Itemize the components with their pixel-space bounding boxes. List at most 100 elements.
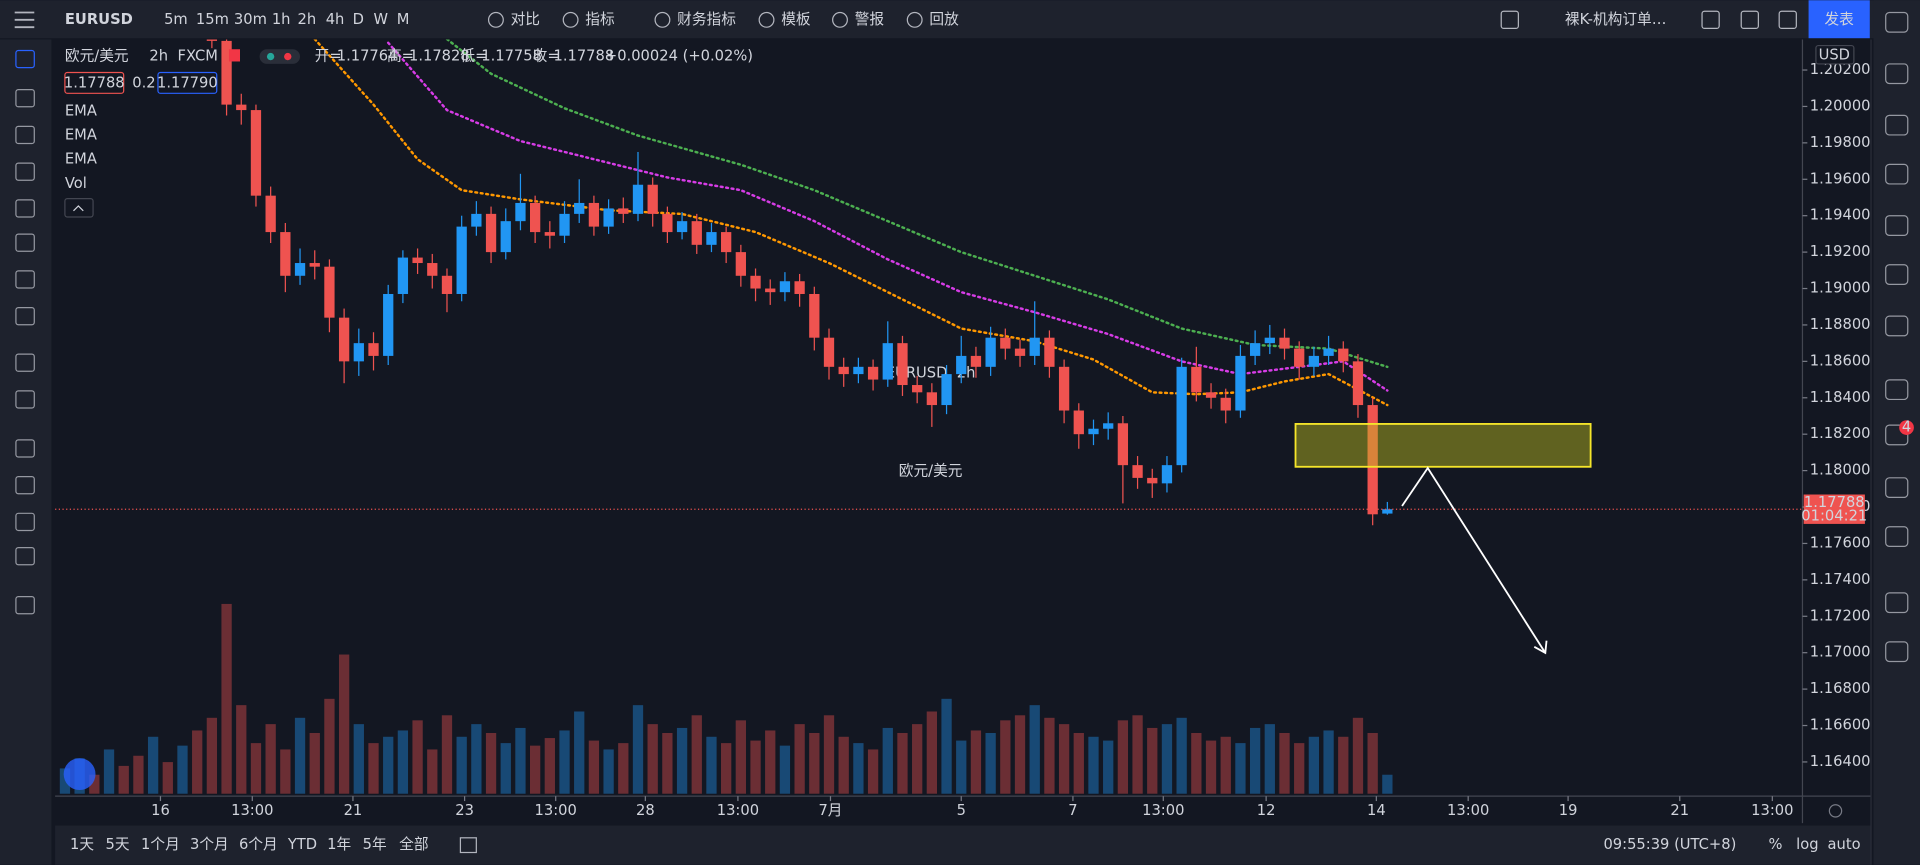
toolbar-button[interactable]: 模板: [781, 10, 811, 28]
sidebar-icon[interactable]: [1885, 424, 1909, 446]
sidebar-icon[interactable]: [1885, 641, 1909, 663]
sidebar-icon[interactable]: [1885, 163, 1909, 185]
legend-close-label: 收=: [533, 48, 560, 65]
range-button[interactable]: 1个月: [141, 836, 180, 853]
scale-option[interactable]: log: [1796, 836, 1818, 853]
tool-icon[interactable]: [15, 125, 35, 145]
tool-icon[interactable]: [15, 270, 35, 289]
range-button[interactable]: 6个月: [239, 836, 278, 853]
toolbar-button[interactable]: 指标: [585, 11, 615, 28]
range-button[interactable]: 1年: [327, 836, 351, 853]
tool-icon[interactable]: [15, 306, 35, 326]
indicator-name[interactable]: Vol: [65, 175, 87, 192]
toolbar-button[interactable]: 财务指标: [677, 11, 736, 28]
zone-rectangle[interactable]: [1294, 423, 1592, 468]
candle-body: [309, 263, 320, 267]
volume-bar: [1058, 724, 1070, 794]
sidebar-icon[interactable]: [1885, 379, 1909, 401]
layout-name[interactable]: 裸K-机构订单…: [1565, 11, 1667, 28]
publish-label[interactable]: 发表: [1824, 11, 1854, 28]
collapse-button[interactable]: [64, 198, 94, 218]
candle-body: [1235, 355, 1246, 411]
currency[interactable]: USD: [1819, 46, 1850, 63]
volume-bar: [412, 720, 423, 794]
volume-bar: [750, 740, 761, 794]
indicator-name[interactable]: EMA: [65, 150, 97, 167]
indicator-name[interactable]: EMA: [65, 103, 97, 120]
interval-button[interactable]: 4h: [326, 11, 345, 28]
candle-body: [1044, 337, 1055, 367]
interval-button[interactable]: 5m: [164, 11, 188, 28]
volume-bar: [676, 727, 688, 794]
toolbar-icon-rect[interactable]: [1500, 10, 1519, 30]
toolbar-icon-cam[interactable]: [1778, 10, 1797, 30]
sidebar-icon[interactable]: [1885, 477, 1909, 499]
range-button[interactable]: 1天: [70, 836, 94, 853]
x-tick-label: 13:00: [1142, 802, 1184, 819]
indicator-name[interactable]: EMA: [65, 127, 97, 144]
interval-button[interactable]: 30m: [234, 11, 267, 28]
toolbar-icon-gear[interactable]: [1701, 10, 1720, 30]
currency-box[interactable]: [1815, 44, 1855, 65]
sidebar-icon[interactable]: [1885, 315, 1909, 337]
sidebar-icon[interactable]: [1885, 114, 1909, 136]
volume-bar: [397, 730, 409, 794]
toolbar-button[interactable]: 对比: [511, 11, 540, 28]
sidebar-icon[interactable]: [1885, 63, 1909, 85]
date-range-icon[interactable]: [459, 837, 477, 854]
volume-bar: [383, 736, 394, 794]
sidebar-icon[interactable]: [1885, 264, 1909, 285]
tool-icon[interactable]: [15, 595, 35, 615]
tool-icon[interactable]: [15, 390, 35, 409]
toolbar-button[interactable]: 回放: [929, 11, 959, 28]
range-button[interactable]: 5年: [363, 836, 387, 853]
interval-button[interactable]: 15m: [196, 11, 229, 28]
range-button[interactable]: 全部: [399, 835, 428, 853]
legend-low: 1.17758: [481, 48, 542, 65]
tool-icon[interactable]: [15, 475, 35, 495]
interval-button[interactable]: M: [397, 11, 410, 28]
interval-button[interactable]: 1h: [272, 11, 291, 28]
scale-option[interactable]: auto: [1828, 836, 1861, 853]
menu-icon[interactable]: [14, 11, 35, 29]
candle-body: [647, 184, 658, 214]
candle-body: [1220, 397, 1231, 411]
tool-icon[interactable]: [15, 233, 35, 252]
tool-icon[interactable]: [15, 162, 35, 181]
candle-body: [985, 337, 996, 367]
symbol[interactable]: EURUSD: [65, 11, 133, 28]
tool-icon[interactable]: [15, 353, 35, 372]
sidebar-icon[interactable]: [1885, 11, 1909, 33]
candle-body: [941, 374, 952, 406]
toolbar-button[interactable]: 警报: [855, 11, 885, 28]
sidebar-icon[interactable]: [1885, 592, 1909, 614]
tool-icon[interactable]: [15, 199, 35, 218]
interval-button[interactable]: 2h: [298, 11, 317, 28]
tool-icon[interactable]: [15, 546, 35, 566]
sidebar-icon[interactable]: [1885, 215, 1909, 236]
sidebar-icon[interactable]: [1885, 526, 1909, 547]
candle-body: [1029, 337, 1040, 356]
tool-icon[interactable]: [15, 439, 35, 458]
interval-button[interactable]: W: [373, 11, 388, 28]
volume-bar: [765, 730, 776, 794]
volume-bar: [603, 749, 614, 794]
toolbar-icon-full[interactable]: [1740, 10, 1759, 30]
notification-count: 4: [1902, 419, 1911, 436]
ask-box: [157, 71, 218, 94]
tool-icon[interactable]: [15, 49, 35, 69]
scale-option[interactable]: %: [1769, 836, 1783, 853]
publish-button[interactable]: [1808, 0, 1870, 39]
range-button[interactable]: 5天: [106, 836, 130, 853]
candle-body: [779, 281, 791, 293]
interval-button[interactable]: D: [353, 11, 364, 28]
range-button[interactable]: YTD: [287, 836, 317, 853]
candle-body: [853, 366, 864, 375]
tool-icon[interactable]: [15, 89, 35, 108]
range-button[interactable]: 3个月: [190, 836, 229, 853]
axis-settings[interactable]: [1828, 804, 1843, 818]
trend-arrow[interactable]: [1401, 466, 1547, 654]
y-tick-label: 1.18600: [1810, 352, 1871, 369]
tool-icon[interactable]: [15, 512, 35, 532]
spread: 0.2: [132, 75, 155, 92]
